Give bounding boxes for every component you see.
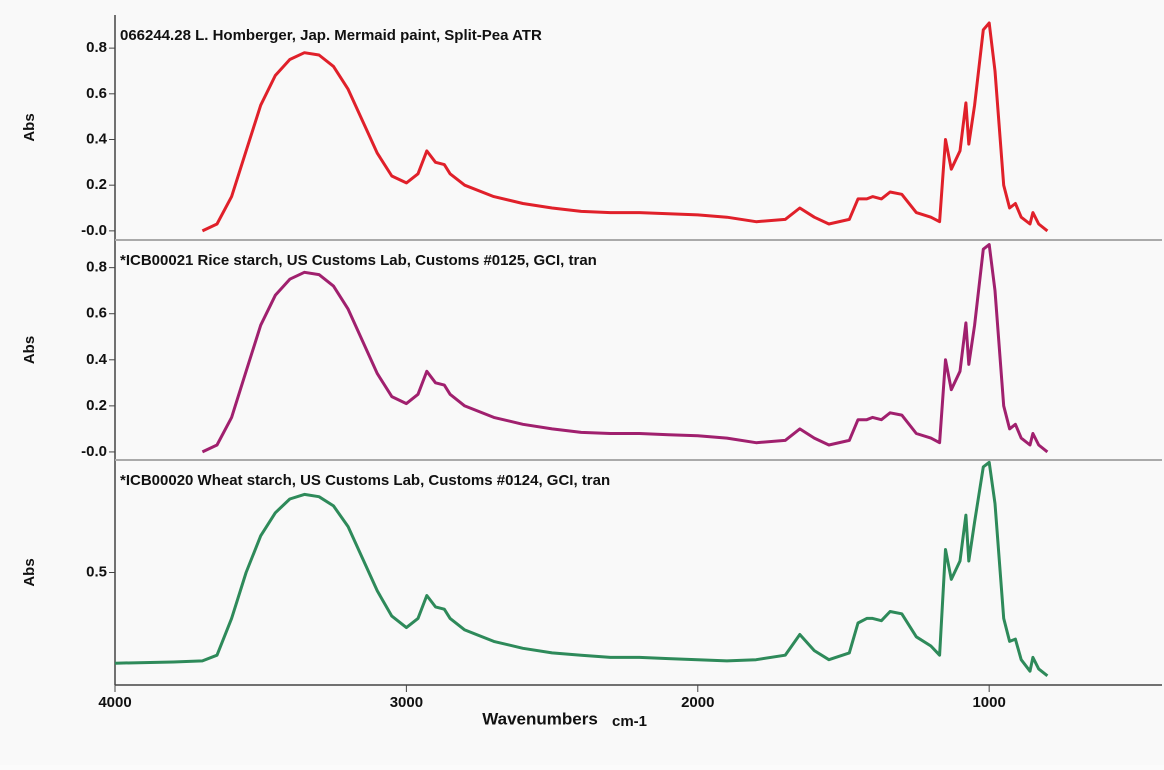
y-tick-label: 0.4 <box>86 130 108 147</box>
y-tick-label: -0.0 <box>81 443 107 460</box>
panel-title: *ICB00021 Rice starch, US Customs Lab, C… <box>120 252 597 269</box>
y-tick-label: 0.8 <box>86 39 107 56</box>
y-axis-label: Abs <box>21 336 38 364</box>
spectrum-line <box>114 460 1049 677</box>
panel-title: 066244.28 L. Homberger, Jap. Mermaid pai… <box>120 27 542 44</box>
x-tick-label: 2000 <box>681 694 714 711</box>
x-axis-label: Wavenumbers <box>482 709 598 728</box>
x-tick-label: 1000 <box>972 694 1005 711</box>
x-axis-unit: cm-1 <box>612 713 647 730</box>
spectrum-line <box>201 243 1049 454</box>
panel-title: *ICB00020 Wheat starch, US Customs Lab, … <box>120 472 610 489</box>
y-tick-label: 0.6 <box>86 305 107 322</box>
y-tick-label: 0.6 <box>86 85 107 102</box>
y-tick-label: 0.5 <box>86 563 107 580</box>
y-axis-label: Abs <box>21 113 38 141</box>
y-tick-label: 0.4 <box>86 351 108 368</box>
spectrum-line <box>201 21 1049 233</box>
y-tick-label: -0.0 <box>81 222 107 239</box>
x-tick-label: 4000 <box>98 694 131 711</box>
y-tick-label: 0.2 <box>86 176 107 193</box>
y-axis-label: Abs <box>21 558 38 586</box>
y-tick-label: 0.8 <box>86 259 107 276</box>
x-tick-label: 3000 <box>390 694 423 711</box>
y-tick-label: 0.2 <box>86 397 107 414</box>
